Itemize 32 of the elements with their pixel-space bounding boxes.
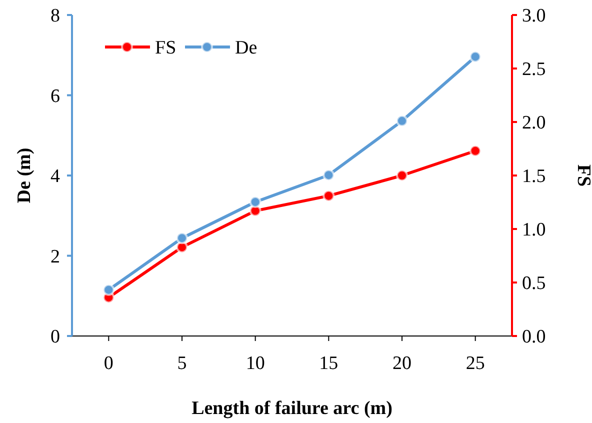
x-tick-label: 15 bbox=[319, 353, 338, 374]
legend-label: FS bbox=[155, 38, 176, 59]
point bbox=[102, 284, 115, 296]
point bbox=[469, 144, 482, 157]
y-tick-label: 4 bbox=[50, 166, 60, 188]
x-axis-title: Length of failure arc (m) bbox=[192, 398, 392, 419]
y-tick-label: 8 bbox=[50, 6, 60, 27]
y2-tick-label: 2.0 bbox=[522, 112, 546, 134]
legend-label: De bbox=[235, 38, 258, 59]
point bbox=[469, 50, 482, 63]
point bbox=[396, 170, 408, 182]
y2-tick-label: 3.0 bbox=[522, 6, 546, 27]
y2-tick-label: 1.0 bbox=[522, 220, 546, 241]
point bbox=[322, 169, 335, 182]
y2-tick-label: 0.0 bbox=[522, 326, 546, 348]
x-tick-label: 25 bbox=[466, 353, 485, 374]
x-tick-label: 10 bbox=[246, 353, 265, 374]
x-tick-label: 5 bbox=[177, 353, 187, 374]
y2-tick-label: 2.5 bbox=[522, 59, 546, 80]
y2-tick-label: 0.5 bbox=[522, 273, 546, 294]
point bbox=[176, 232, 188, 244]
y-axis-title: De (m) bbox=[14, 148, 35, 204]
x-tick-label: 20 bbox=[392, 353, 412, 374]
point bbox=[396, 114, 408, 127]
y-tick-label: 0 bbox=[50, 326, 60, 348]
y-tick-label: 6 bbox=[50, 86, 60, 107]
point bbox=[322, 190, 335, 202]
x-tick-label: 0 bbox=[104, 353, 114, 374]
y-tick-label: 2 bbox=[50, 246, 60, 268]
y2-tick-label: 1.5 bbox=[522, 166, 546, 188]
y2-axis-title: FS bbox=[573, 164, 592, 187]
point bbox=[249, 196, 262, 208]
